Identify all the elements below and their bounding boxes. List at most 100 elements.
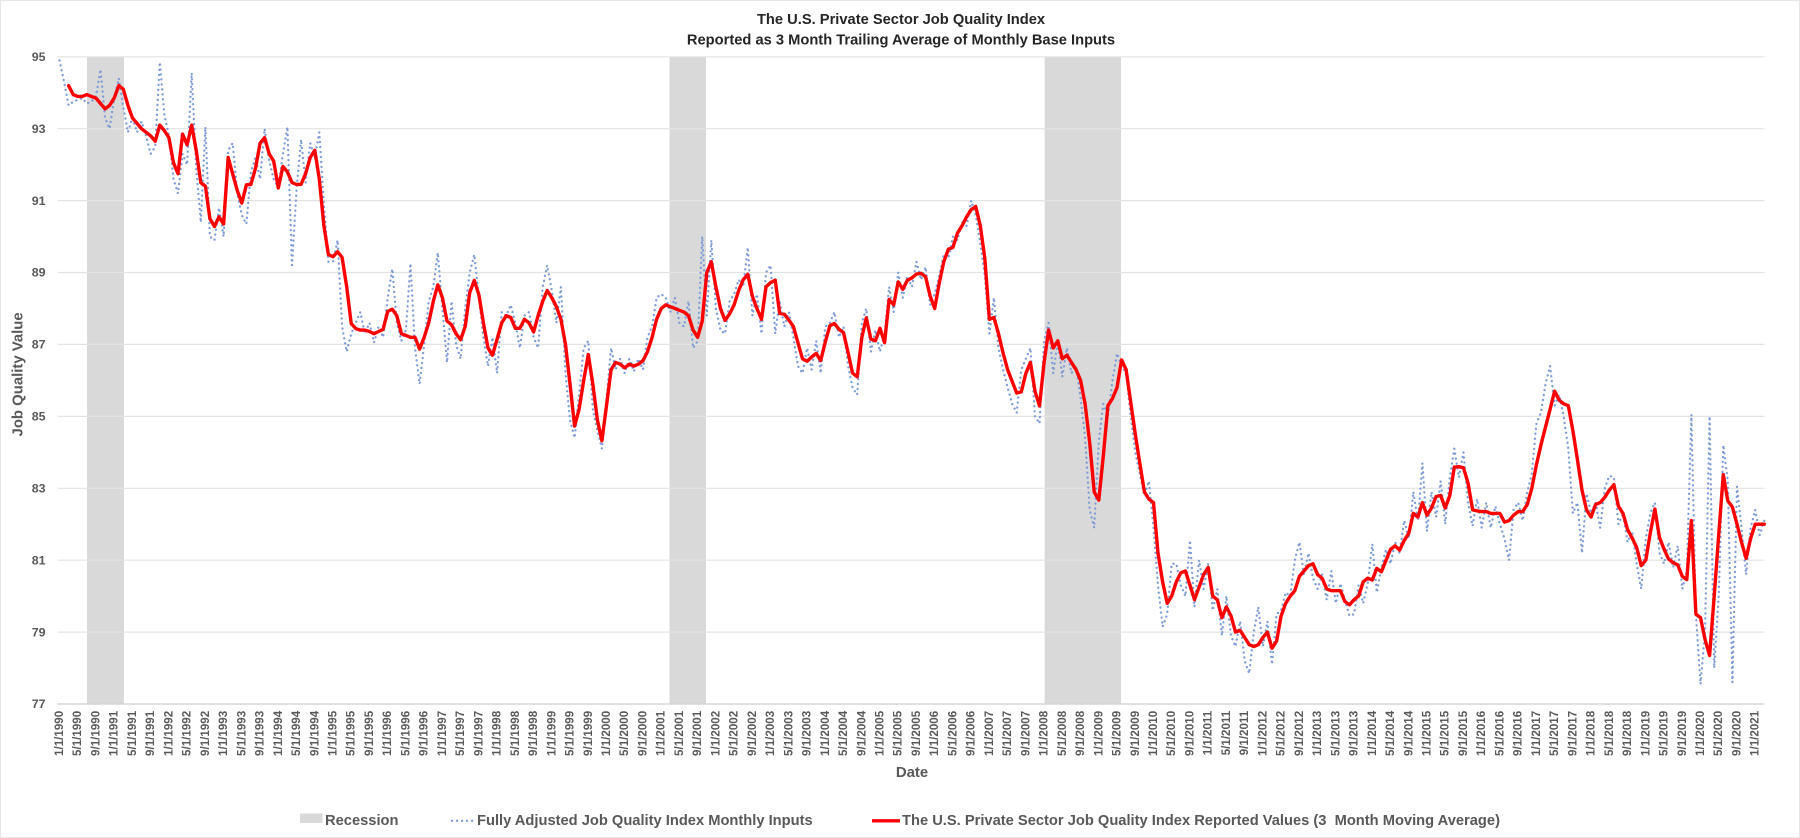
svg-text:5/1/2003: 5/1/2003: [782, 710, 795, 756]
svg-text:9/1/1999: 9/1/1999: [582, 710, 595, 756]
svg-text:Recession: Recession: [325, 813, 399, 829]
svg-text:9/1/2010: 9/1/2010: [1184, 711, 1197, 756]
svg-text:5/1/2018: 5/1/2018: [1603, 710, 1616, 756]
svg-text:1/1/1992: 1/1/1992: [162, 711, 175, 756]
svg-text:5/1/1998: 5/1/1998: [509, 710, 522, 756]
svg-text:9/1/1996: 9/1/1996: [418, 710, 431, 756]
svg-text:1/1/2006: 1/1/2006: [928, 710, 941, 756]
svg-text:9/1/2020: 9/1/2020: [1731, 711, 1744, 756]
svg-text:9/1/1990: 9/1/1990: [90, 711, 103, 756]
svg-text:5/1/1999: 5/1/1999: [564, 710, 577, 756]
svg-text:9/1/2003: 9/1/2003: [801, 710, 814, 756]
svg-text:9/1/2018: 9/1/2018: [1621, 710, 1634, 756]
svg-text:5/1/1995: 5/1/1995: [345, 710, 358, 756]
svg-text:The U.S. Private Sector Job Qu: The U.S. Private Sector Job Quality Inde…: [757, 12, 1046, 28]
svg-text:5/1/2009: 5/1/2009: [1111, 710, 1124, 756]
svg-text:5/1/2016: 5/1/2016: [1493, 710, 1506, 756]
svg-text:1/1/2009: 1/1/2009: [1092, 710, 1105, 756]
svg-text:1/1/2012: 1/1/2012: [1256, 711, 1269, 756]
svg-text:1/1/2017: 1/1/2017: [1530, 711, 1543, 756]
svg-text:9/1/1998: 9/1/1998: [527, 710, 540, 756]
svg-text:1/1/2002: 1/1/2002: [709, 711, 722, 756]
svg-text:5/1/2006: 5/1/2006: [946, 710, 959, 756]
svg-text:5/1/1992: 5/1/1992: [181, 711, 194, 756]
svg-text:9/1/1997: 9/1/1997: [472, 711, 485, 756]
svg-text:9/1/2017: 9/1/2017: [1566, 711, 1579, 756]
svg-text:5/1/1993: 5/1/1993: [235, 710, 248, 756]
svg-text:9/1/2002: 9/1/2002: [746, 711, 759, 756]
svg-text:5/1/1994: 5/1/1994: [290, 710, 303, 756]
svg-text:9/1/1995: 9/1/1995: [363, 710, 376, 756]
svg-text:5/1/2011: 5/1/2011: [1220, 710, 1233, 755]
svg-text:The U.S. Private Sector Job Qu: The U.S. Private Sector Job Quality Inde…: [902, 813, 1500, 829]
svg-text:Job Quality Value: Job Quality Value: [11, 312, 27, 436]
svg-text:1/1/2011: 1/1/2011: [1202, 710, 1215, 755]
svg-text:91: 91: [32, 194, 46, 208]
svg-text:9/1/2016: 9/1/2016: [1512, 710, 1525, 756]
svg-text:1/1/1993: 1/1/1993: [217, 710, 230, 756]
svg-text:9/1/2008: 9/1/2008: [1074, 710, 1087, 756]
svg-text:5/1/2007: 5/1/2007: [1001, 711, 1014, 756]
svg-text:1/1/1996: 1/1/1996: [381, 710, 394, 756]
svg-text:9/1/2007: 9/1/2007: [1019, 711, 1032, 756]
svg-text:9/1/1994: 9/1/1994: [308, 710, 321, 756]
svg-text:5/1/2013: 5/1/2013: [1329, 710, 1342, 756]
svg-text:9/1/2005: 9/1/2005: [910, 710, 923, 756]
svg-text:1/1/2007: 1/1/2007: [983, 711, 996, 756]
svg-text:5/1/2012: 5/1/2012: [1275, 711, 1288, 756]
svg-text:5/1/1990: 5/1/1990: [71, 711, 84, 756]
svg-text:Reported as 3 Month Trailing A: Reported as 3 Month Trailing Average of …: [687, 32, 1115, 48]
svg-text:5/1/1996: 5/1/1996: [399, 710, 412, 756]
svg-text:5/1/2005: 5/1/2005: [892, 710, 905, 756]
svg-text:95: 95: [32, 50, 46, 64]
svg-text:5/1/2014: 5/1/2014: [1384, 710, 1397, 756]
svg-text:1/1/2004: 1/1/2004: [819, 710, 832, 756]
svg-text:87: 87: [32, 338, 46, 352]
svg-text:5/1/1997: 5/1/1997: [454, 711, 467, 756]
svg-text:9/1/1991: 9/1/1991: [144, 710, 157, 756]
svg-text:5/1/2015: 5/1/2015: [1439, 710, 1452, 756]
svg-text:5/1/2020: 5/1/2020: [1712, 711, 1725, 756]
svg-text:Fully Adjusted Job Quality Ind: Fully Adjusted Job Quality Index Monthly…: [477, 813, 813, 829]
svg-text:81: 81: [32, 553, 46, 567]
svg-text:1/1/1999: 1/1/1999: [545, 710, 558, 756]
svg-text:1/1/2018: 1/1/2018: [1585, 710, 1598, 756]
svg-text:9/1/2014: 9/1/2014: [1402, 710, 1415, 756]
svg-text:1/1/2003: 1/1/2003: [764, 710, 777, 756]
svg-text:1/1/2014: 1/1/2014: [1366, 710, 1379, 756]
svg-text:1/1/2000: 1/1/2000: [600, 711, 613, 756]
svg-text:1/1/1991: 1/1/1991: [108, 710, 121, 756]
svg-text:83: 83: [32, 482, 46, 496]
svg-text:9/1/1993: 9/1/1993: [254, 710, 267, 756]
svg-text:9/1/2015: 9/1/2015: [1457, 710, 1470, 756]
svg-text:5/1/2019: 5/1/2019: [1658, 710, 1671, 756]
svg-text:89: 89: [32, 266, 46, 280]
svg-text:9/1/2006: 9/1/2006: [965, 710, 978, 756]
svg-text:1/1/2019: 1/1/2019: [1639, 710, 1652, 756]
svg-text:1/1/2008: 1/1/2008: [1038, 710, 1051, 756]
svg-text:1/1/1990: 1/1/1990: [53, 711, 66, 756]
svg-text:1/1/1998: 1/1/1998: [491, 710, 504, 756]
svg-text:1/1/1995: 1/1/1995: [327, 710, 340, 756]
svg-text:5/1/2004: 5/1/2004: [837, 710, 850, 756]
svg-text:5/1/2017: 5/1/2017: [1548, 711, 1561, 756]
svg-text:1/1/2013: 1/1/2013: [1311, 710, 1324, 756]
svg-text:9/1/2009: 9/1/2009: [1129, 710, 1142, 756]
svg-text:1/1/1997: 1/1/1997: [436, 711, 449, 756]
svg-text:9/1/2019: 9/1/2019: [1676, 710, 1689, 756]
svg-text:85: 85: [32, 410, 46, 424]
svg-text:1/1/2016: 1/1/2016: [1475, 710, 1488, 756]
svg-text:5/1/2001: 5/1/2001: [673, 710, 686, 756]
svg-text:79: 79: [32, 625, 46, 639]
svg-text:1/1/2015: 1/1/2015: [1421, 710, 1434, 756]
svg-text:93: 93: [32, 122, 46, 136]
svg-text:77: 77: [32, 697, 46, 711]
svg-text:1/1/2001: 1/1/2001: [655, 710, 668, 756]
svg-text:5/1/2010: 5/1/2010: [1165, 711, 1178, 756]
svg-text:1/1/1994: 1/1/1994: [272, 710, 285, 756]
svg-text:5/1/2000: 5/1/2000: [618, 711, 631, 756]
svg-text:1/1/2005: 1/1/2005: [874, 710, 887, 756]
svg-text:9/1/2000: 9/1/2000: [637, 711, 650, 756]
svg-text:9/1/1992: 9/1/1992: [199, 711, 212, 756]
svg-text:9/1/2004: 9/1/2004: [855, 710, 868, 756]
